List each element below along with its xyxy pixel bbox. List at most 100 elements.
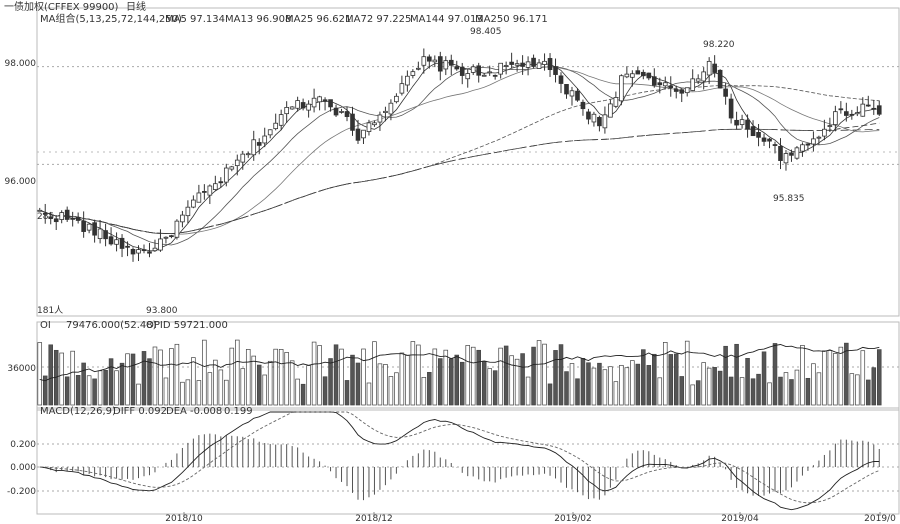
oi-bar xyxy=(509,355,514,406)
oi-value: 79476.000(52.48) xyxy=(66,320,157,331)
period-label[interactable]: 日线 xyxy=(126,0,146,13)
candle xyxy=(163,236,169,244)
oi-bar xyxy=(580,358,586,406)
candle-body-up xyxy=(816,136,822,139)
oi-bar xyxy=(794,369,800,406)
macd-value: 0.199 xyxy=(224,406,253,417)
oi-bar xyxy=(531,346,536,406)
dea-value: DEA -0.008 xyxy=(166,406,222,417)
oi-bar xyxy=(673,353,679,406)
oi-bar xyxy=(240,368,246,406)
oi-bar xyxy=(459,361,465,406)
oi-bar xyxy=(805,377,811,406)
candle-body-down xyxy=(865,104,871,107)
oi-bar xyxy=(125,353,130,406)
candle-body-up xyxy=(608,103,613,118)
candle xyxy=(350,106,355,136)
candle-body-down xyxy=(355,128,361,141)
oi-bar xyxy=(267,360,273,406)
candle-body-up xyxy=(630,73,635,78)
candle-body-up xyxy=(114,239,119,245)
candle-body-up xyxy=(739,119,745,126)
oi-bar xyxy=(59,352,64,406)
oi-header: OI 79476.000(52.48) OPID 59721.000 36000 xyxy=(7,320,227,374)
candle xyxy=(509,52,514,69)
candle-body-up xyxy=(833,111,838,125)
candle xyxy=(278,109,284,131)
candle xyxy=(399,75,405,96)
ma25-line xyxy=(39,66,880,235)
candle xyxy=(701,67,706,90)
oi-bar xyxy=(487,368,492,406)
candle-body-up xyxy=(383,110,388,113)
candle xyxy=(668,76,674,97)
candle-body-up xyxy=(662,82,668,87)
candle-body-up xyxy=(267,129,273,136)
macd-indicator-label[interactable]: MACD(12,26,9) xyxy=(40,406,116,417)
panel-frame-0 xyxy=(36,7,900,317)
candle-body-down xyxy=(761,137,767,142)
candle-body-up xyxy=(158,238,163,251)
candle xyxy=(542,53,547,71)
candle xyxy=(564,84,569,99)
candle xyxy=(97,219,103,244)
candle-body-up xyxy=(207,185,213,196)
candle xyxy=(454,60,460,71)
candle-body-up xyxy=(569,90,575,97)
oi-bar xyxy=(668,354,674,406)
left-bottom-annotation: 181人 xyxy=(37,305,63,316)
candle xyxy=(728,93,734,124)
candle xyxy=(92,219,97,243)
diff-value: DIFF 0.092 xyxy=(113,406,167,417)
candle xyxy=(372,120,377,127)
candle-body-down xyxy=(328,99,333,108)
oi-indicator-label[interactable]: OI xyxy=(40,320,51,331)
candle-body-down xyxy=(597,117,602,127)
x-tick-2018-10: 2018/10 xyxy=(165,514,203,524)
oi-bar xyxy=(180,381,185,406)
candle xyxy=(377,111,383,131)
candle-body-down xyxy=(300,102,306,109)
candle xyxy=(443,56,449,76)
candle xyxy=(794,146,800,160)
oi-bar xyxy=(849,373,855,406)
candle xyxy=(514,59,520,72)
candle-body-up xyxy=(245,153,251,156)
candle-body-down xyxy=(580,101,586,110)
candle-body-up xyxy=(317,96,322,103)
oi-bar xyxy=(728,376,734,406)
oi-bar xyxy=(652,353,657,406)
ma144-line xyxy=(39,122,880,235)
candle xyxy=(597,115,602,132)
candle xyxy=(723,82,728,105)
candle-body-down xyxy=(767,138,772,142)
candle xyxy=(284,101,289,124)
oi-bar xyxy=(295,378,300,406)
candle xyxy=(470,64,476,76)
candle xyxy=(487,65,492,76)
candle-body-up xyxy=(213,183,218,190)
candle xyxy=(553,58,558,83)
candle-body-up xyxy=(421,56,427,66)
candle-body-up xyxy=(591,113,597,123)
candle xyxy=(366,119,372,136)
candle xyxy=(169,234,174,239)
candle-body-down xyxy=(575,90,580,101)
oi-bar xyxy=(399,352,405,406)
candle-body-up xyxy=(86,223,92,231)
candle-body-down xyxy=(586,111,591,120)
oi-bar xyxy=(92,378,97,406)
oi-bar xyxy=(97,370,103,406)
candle-body-up xyxy=(229,166,235,170)
candle-body-down xyxy=(454,66,460,70)
candle-body-down xyxy=(547,58,553,71)
ma-indicator-label[interactable]: MA组合(5,13,25,72,144,250) xyxy=(40,12,182,25)
macd-tick-neg0.2: -0.200 xyxy=(7,487,36,497)
oi-bar xyxy=(119,362,125,406)
candle-body-down xyxy=(640,71,646,77)
oi-bar xyxy=(597,362,602,406)
candle-body-down xyxy=(333,107,339,116)
macd-header: MACD(12,26,9) DIFF 0.092 DEA -0.008 0.19… xyxy=(7,406,253,497)
oi-bar xyxy=(602,369,608,406)
oi-bar xyxy=(278,349,284,406)
